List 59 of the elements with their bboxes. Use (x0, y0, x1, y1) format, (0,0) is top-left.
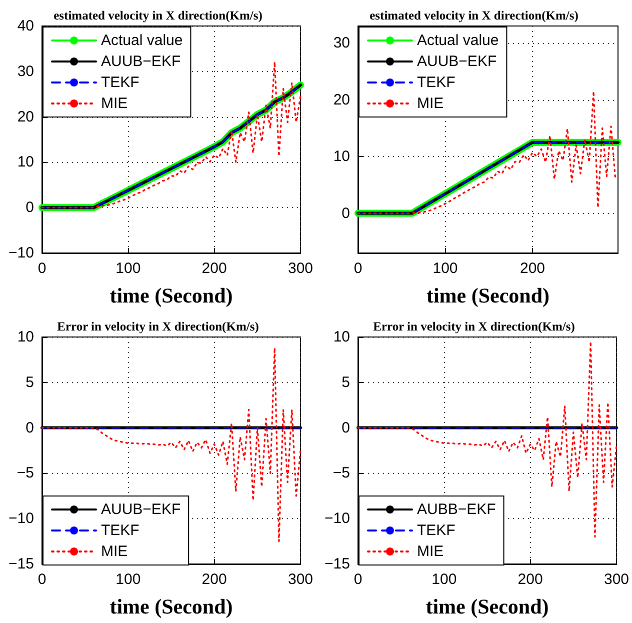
x-tick-label: 200 (520, 260, 546, 277)
x-tick-label: 0 (354, 260, 362, 277)
x-tick-label: 200 (202, 571, 227, 588)
chart-title: Error in velocity in X direction(Km/s) (373, 320, 575, 334)
y-tick-label: 40 (17, 18, 34, 34)
legend-label: AUUB−EKF (101, 501, 181, 518)
y-tick-label: −10 (324, 510, 350, 528)
x-tick-label: 200 (518, 571, 543, 588)
chart-title: estimated velocity in X direction(Km/s) (370, 8, 578, 22)
y-tick-label: 10 (333, 148, 350, 166)
y-tick-label: 0 (342, 204, 350, 222)
y-tick-label: 20 (333, 91, 350, 108)
y-tick-label: 5 (26, 374, 34, 391)
legend-label: Actual value (101, 32, 183, 49)
y-tick-label: −5 (16, 464, 34, 482)
y-tick-label: 0 (342, 419, 350, 436)
legend-label: TEKF (101, 74, 140, 91)
y-tick-label: 0 (26, 199, 34, 216)
x-tick-label: 100 (432, 260, 458, 277)
legend-label: MIE (417, 95, 444, 112)
y-tick-label: 20 (17, 108, 34, 126)
x-tick-label: 100 (432, 571, 457, 588)
x-tick-label: 0 (38, 260, 46, 277)
legend-label: TEKF (417, 522, 456, 539)
x-axis-title: time (Second) (426, 594, 549, 618)
chart-title: estimated velocity in X direction(Km/s) (54, 8, 262, 22)
x-axis-title: time (Second) (426, 284, 550, 308)
legend-label: AUBB−EKF (417, 501, 496, 518)
y-tick-label: 10 (333, 328, 350, 346)
y-tick-label: 0 (26, 419, 34, 436)
x-tick-label: 300 (288, 260, 313, 277)
y-tick-label: 5 (342, 374, 350, 391)
legend-label: TEKF (101, 522, 140, 539)
x-tick-label: 300 (604, 571, 629, 588)
legend-label: AUUB−EKF (417, 53, 497, 70)
legend-label: TEKF (417, 74, 456, 91)
y-tick-label: −10 (8, 510, 34, 528)
x-tick-label: 0 (38, 571, 46, 588)
legend-label: AUUB−EKF (101, 53, 181, 70)
x-tick-label: 300 (288, 571, 313, 588)
x-tick-label: 100 (116, 260, 141, 277)
legend-label: Actual value (417, 32, 499, 49)
x-tick-label: 100 (116, 571, 141, 588)
x-tick-label: 200 (202, 260, 227, 277)
x-tick-label: 0 (354, 571, 362, 588)
y-tick-label: 30 (333, 34, 350, 52)
legend-label: MIE (417, 543, 444, 560)
chart-title: Error in velocity in X direction(Km/s) (57, 320, 259, 334)
y-tick-label: −15 (324, 556, 350, 572)
y-tick-label: 10 (17, 154, 34, 171)
x-axis-title: time (Second) (110, 594, 233, 618)
y-tick-label: 30 (17, 62, 34, 80)
y-tick-label: −5 (332, 464, 350, 482)
y-tick-label: 10 (17, 328, 34, 346)
y-tick-label: −10 (8, 244, 34, 262)
legend-label: MIE (101, 543, 128, 560)
y-tick-label: −15 (8, 556, 34, 572)
legend-label: MIE (101, 95, 128, 112)
x-axis-title: time (Second) (110, 284, 233, 308)
